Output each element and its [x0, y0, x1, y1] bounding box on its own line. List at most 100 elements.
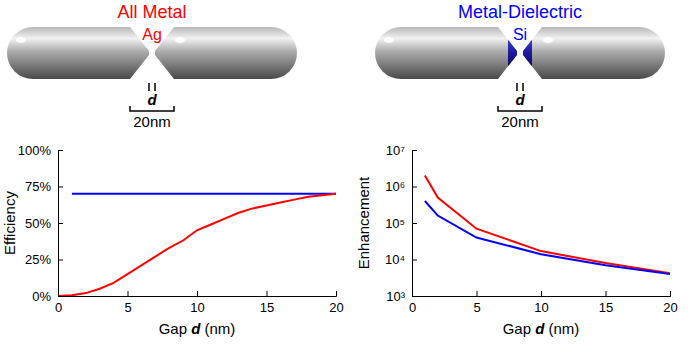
x-tick: 20	[663, 291, 677, 315]
title-part: d	[187, 320, 201, 337]
axis-line	[413, 151, 418, 297]
y-axis-title: Efficiency	[1, 191, 18, 255]
gap-marker	[148, 83, 150, 91]
y-tick: 50%	[25, 216, 63, 231]
axis-line	[59, 151, 64, 297]
highlight	[543, 37, 553, 43]
tick-label: 5	[124, 300, 131, 315]
dimer: Metal-DielectricSid20nm	[375, 2, 665, 130]
chart-panel: 0 5 10 15 20 0% 25% 50% 75% 100% Gap d (nm) Efficie…	[1, 143, 344, 337]
y-tick: 75%	[25, 179, 63, 194]
series-line	[58, 194, 336, 296]
axis-line	[413, 291, 671, 297]
dimer: All Metal Ag d 20nm	[7, 2, 297, 130]
title-part: d	[531, 320, 545, 337]
material-label: Si	[513, 26, 527, 43]
tick-mark	[267, 291, 268, 296]
y-tick: 10⁶	[385, 179, 417, 194]
tick-mark	[58, 223, 63, 224]
scale-label: 20nm	[501, 113, 539, 130]
tick-mark	[541, 291, 542, 296]
title-part: Gap	[503, 320, 531, 337]
nanorod	[155, 27, 297, 79]
x-axis-title: Gap d (nm)	[159, 320, 236, 337]
x-tick: 20	[329, 291, 343, 315]
gap-marker	[522, 83, 524, 91]
tick-mark	[58, 260, 63, 261]
highlight	[175, 37, 185, 43]
tick-label: 25%	[25, 252, 51, 267]
x-tick: 15	[260, 291, 274, 315]
tick-label: 75%	[25, 179, 51, 194]
panel-title: All Metal	[117, 2, 186, 22]
tick-mark	[412, 260, 417, 261]
tick-label: 0	[55, 300, 62, 315]
x-tick: 5	[124, 291, 131, 315]
y-tick: 10³	[386, 289, 417, 304]
y-tick: 10⁴	[385, 252, 417, 267]
gap-label: d	[515, 91, 525, 108]
tick-mark	[58, 150, 63, 151]
y-tick: 25%	[25, 252, 63, 267]
y-axis: 10³ 10⁴ 10⁵ 10⁶ 10⁷	[385, 143, 417, 304]
dielectric-tip	[508, 40, 517, 67]
tick-label: 10³	[386, 289, 405, 304]
axis-line	[59, 291, 337, 297]
chart-panel: 0 5 10 15 20 10³ 10⁴ 10⁵ 10⁶ 10⁷ Gap d (nm) Enhance…	[355, 143, 678, 337]
tick-label: 10	[534, 300, 548, 315]
series-line	[425, 176, 670, 274]
tick-mark	[412, 150, 417, 151]
y-axis: 0% 25% 50% 75% 100%	[18, 143, 63, 304]
nanorod	[523, 27, 665, 79]
x-tick: 5	[473, 291, 480, 315]
y-axis-title: Enhancement	[355, 176, 372, 269]
x-axis-title: Gap d (nm)	[503, 320, 580, 337]
tick-label: 0%	[32, 289, 51, 304]
nanorod	[375, 27, 517, 79]
highlight	[384, 37, 394, 43]
title-part: (nm)	[544, 320, 579, 337]
tick-label: 0	[409, 300, 416, 315]
y-tick: 10⁷	[386, 143, 417, 158]
gap-marker	[516, 83, 518, 91]
plot-area	[425, 176, 670, 275]
tick-mark	[412, 223, 417, 224]
gap-marker	[154, 83, 156, 91]
plot-area	[58, 194, 336, 296]
tick-label: 10⁴	[385, 252, 405, 267]
tick-label: 10	[190, 300, 204, 315]
tick-mark	[477, 291, 478, 296]
tick-label: 15	[260, 300, 274, 315]
tick-label: 10⁶	[385, 179, 405, 194]
scale-bracket	[498, 106, 542, 111]
tick-mark	[412, 296, 417, 297]
tick-label: 10⁵	[385, 216, 405, 231]
x-tick: 15	[599, 291, 613, 315]
scale-label: 20nm	[133, 113, 171, 130]
rod-body	[155, 27, 297, 79]
series-line	[72, 193, 336, 195]
x-tick: 10	[534, 291, 548, 315]
tick-mark	[58, 296, 63, 297]
gap-label: d	[147, 91, 157, 108]
y-tick: 100%	[18, 143, 63, 158]
x-axis: 0 5 10 15 20	[55, 291, 344, 315]
tick-label: 15	[599, 300, 613, 315]
tick-mark	[412, 187, 417, 188]
highlight	[16, 37, 26, 43]
figure: All MetalAgd20nmMetal-DielectricSid20nm0…	[0, 0, 688, 345]
tick-label: 50%	[25, 216, 51, 231]
tick-label: 10⁷	[386, 143, 405, 158]
title-part: Gap	[159, 320, 187, 337]
material-label: Ag	[142, 26, 162, 43]
tick-mark	[58, 187, 63, 188]
tick-mark	[670, 291, 671, 296]
tick-label: 20	[663, 300, 677, 315]
x-tick: 10	[190, 291, 204, 315]
x-axis: 0 5 10 15 20	[409, 291, 678, 315]
tick-label: 20	[329, 300, 343, 315]
tick-mark	[197, 291, 198, 296]
dielectric-tip	[523, 40, 532, 67]
tick-label: 100%	[18, 143, 52, 158]
rod-body	[7, 27, 149, 79]
